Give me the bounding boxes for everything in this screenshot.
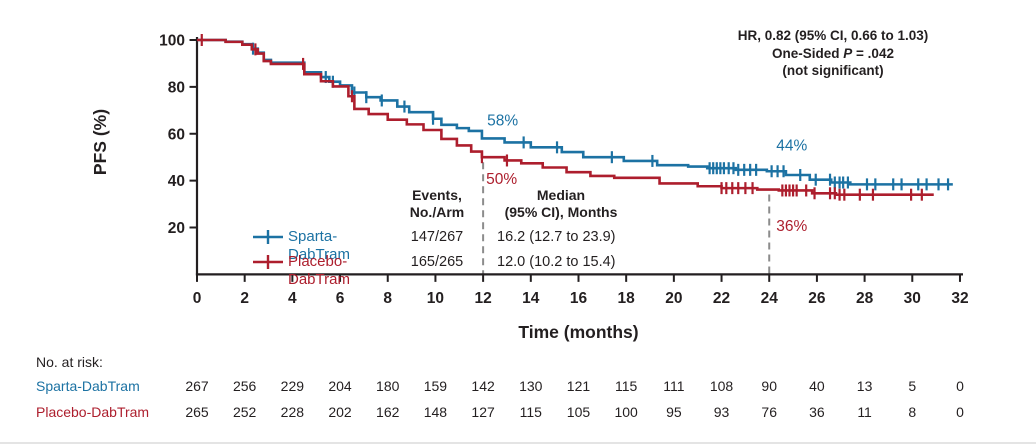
x-tick-label: 4	[288, 290, 297, 307]
x-tick-label: 28	[856, 290, 874, 307]
x-tick-label: 32	[951, 290, 968, 307]
milestone-label-36: 36%	[776, 218, 807, 235]
milestone-label-44: 44%	[776, 137, 807, 154]
risk-value: 105	[566, 404, 591, 420]
y-tick-label: 40	[168, 173, 185, 190]
x-tick-label: 10	[427, 290, 444, 307]
risk-value: 121	[566, 378, 591, 394]
x-tick-label: 6	[336, 290, 345, 307]
x-tick-label: 18	[618, 290, 636, 307]
risk-value: 108	[709, 378, 734, 394]
risk-value: 180	[376, 378, 400, 394]
risk-value: 252	[232, 404, 257, 420]
risk-value: 11	[857, 404, 872, 420]
risk-value: 0	[956, 404, 964, 420]
risk-row-label-sparta: Sparta-DabTram	[36, 378, 140, 394]
risk-value: 148	[423, 404, 448, 420]
x-axis-title: Time (months)	[518, 322, 638, 342]
x-tick-label: 22	[713, 290, 730, 307]
risk-value: 228	[280, 404, 305, 420]
risk-value: 204	[328, 378, 352, 394]
y-tick-label: 80	[168, 79, 185, 96]
y-tick-label: 60	[168, 126, 185, 143]
risk-value: 202	[328, 404, 352, 420]
legend-median-header: Median (95% CI), Months	[504, 187, 618, 220]
milestone-label-58: 58%	[487, 112, 518, 129]
placebo-censor-marker-icon	[253, 255, 283, 269]
x-tick-label: 14	[522, 290, 540, 307]
legend-events-sparta: 147/267	[410, 229, 464, 245]
risk-value: 229	[280, 378, 305, 394]
risk-value: 5	[908, 378, 917, 394]
risk-value: 256	[232, 378, 257, 394]
legend-events-header: Events, No./Arm	[409, 187, 465, 220]
risk-value: 100	[614, 404, 638, 420]
pvalue-line: One-Sided P = .042	[772, 45, 894, 61]
risk-value: 0	[956, 378, 964, 394]
risk-value: 76	[761, 404, 777, 420]
hr-annotation: HR, 0.82 (95% CI, 0.66 to 1.03) One-Side…	[660, 27, 1006, 80]
legend-label-placebo: Placebo-DabTram	[288, 253, 350, 288]
hr-line: HR, 0.82 (95% CI, 0.66 to 1.03)	[737, 28, 929, 43]
sparta-censor-marker-icon	[253, 230, 283, 244]
x-tick-label: 20	[665, 290, 682, 307]
legend-label-sparta: Sparta-DabTram	[288, 228, 350, 263]
risk-row-label-placebo: Placebo-DabTram	[36, 404, 150, 420]
legend-median-placebo: 12.0 (10.2 to 15.4)	[497, 254, 616, 270]
risk-value: 8	[908, 404, 917, 420]
x-tick-label: 8	[383, 290, 392, 307]
x-tick-label: 30	[904, 290, 921, 307]
risk-table-title: No. at risk:	[36, 354, 103, 370]
risk-value: 90	[761, 378, 777, 394]
legend-events-placebo: 165/265	[410, 254, 464, 270]
y-tick-label: 20	[168, 220, 185, 237]
risk-value: 115	[519, 404, 542, 420]
bottom-divider	[0, 442, 1036, 444]
risk-value: 159	[423, 378, 448, 394]
risk-value: 36	[809, 404, 825, 420]
x-tick-label: 24	[761, 290, 779, 307]
risk-value: 265	[185, 404, 209, 420]
x-tick-label: 16	[570, 290, 588, 307]
risk-value: 40	[809, 378, 825, 394]
y-tick-label: 100	[159, 33, 185, 50]
risk-value: 267	[185, 378, 209, 394]
risk-value: 93	[713, 404, 730, 420]
risk-value: 115	[615, 378, 638, 394]
risk-value: 95	[666, 404, 682, 420]
significance-line: (not significant)	[782, 63, 884, 78]
x-tick-label: 0	[193, 290, 202, 307]
milestone-label-50: 50%	[486, 171, 517, 188]
risk-value: 162	[376, 404, 400, 420]
legend-median-sparta: 16.2 (12.7 to 23.9)	[497, 229, 616, 245]
placebo-curve	[197, 38, 934, 196]
x-tick-label: 26	[808, 290, 826, 307]
risk-value: 130	[519, 378, 543, 394]
x-tick-label: 2	[240, 290, 249, 307]
risk-value: 111	[663, 378, 685, 394]
x-tick-label: 12	[474, 290, 491, 307]
risk-value: 13	[856, 378, 873, 394]
risk-value: 127	[471, 404, 495, 420]
y-axis-title: PFS (%)	[90, 109, 110, 175]
risk-value: 142	[471, 378, 495, 394]
